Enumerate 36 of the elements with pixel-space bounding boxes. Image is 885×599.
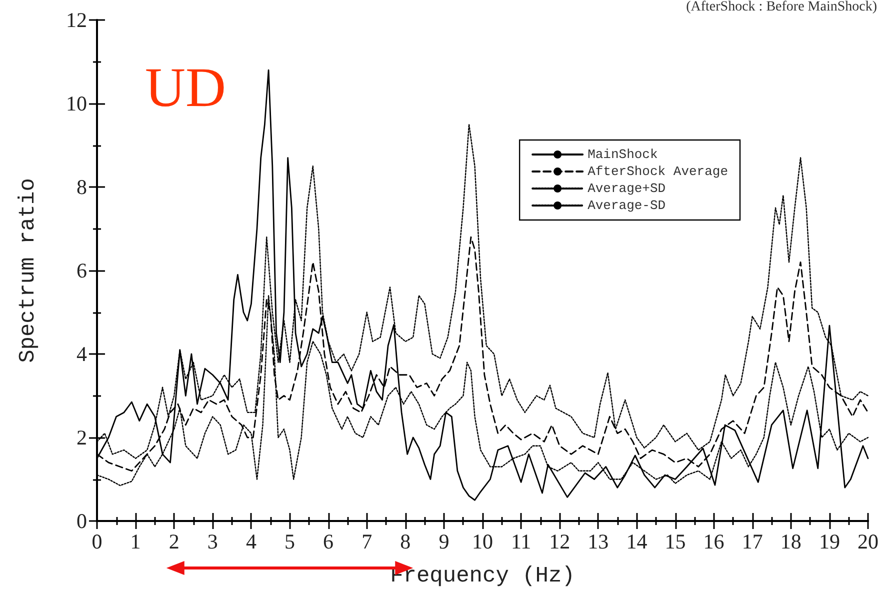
x-tick-label: 3 — [207, 530, 218, 554]
y-tick-label: 6 — [76, 258, 87, 282]
x-tick-label: 7 — [362, 530, 372, 554]
x-tick-label: 14 — [626, 530, 648, 554]
x-tick-label: 4 — [246, 530, 257, 554]
x-tick-label: 15 — [664, 530, 686, 554]
x-tick-label: 18 — [780, 530, 802, 554]
x-tick-label: 12 — [549, 530, 570, 554]
x-axis-title: Frequency (Hz) — [390, 564, 575, 588]
x-tick-label: 1 — [130, 530, 141, 554]
x-tick-label: 16 — [703, 530, 724, 554]
x-tick-label: 19 — [818, 530, 840, 554]
x-tick-label: 11 — [510, 530, 532, 554]
y-tick-label: 10 — [66, 92, 87, 116]
x-tick-label: 2 — [168, 530, 180, 554]
x-tick-label: 17 — [742, 530, 763, 554]
x-tick-label: 10 — [472, 530, 493, 554]
x-tick-label: 13 — [588, 530, 609, 554]
legend-label: MainShock — [588, 147, 658, 162]
annotation: UD — [145, 57, 226, 119]
legend-label: Average-SD — [588, 198, 666, 213]
y-axis-title: Spectrum ratio — [16, 178, 40, 363]
y-tick-label: 8 — [76, 175, 87, 199]
text: (AfterShock : Before MainShock) — [686, 0, 878, 14]
y-tick-label: 4 — [76, 342, 88, 366]
x-tick-label: 6 — [323, 530, 334, 554]
x-tick-label: 0 — [92, 530, 102, 554]
legend-label: Average+SD — [588, 181, 666, 196]
x-tick-label: 5 — [284, 530, 295, 554]
y-tick-label: 2 — [76, 426, 87, 450]
x-tick-label: 20 — [858, 530, 878, 554]
legend-label: AfterShock Average — [588, 164, 728, 179]
y-tick-label: 0 — [76, 509, 87, 533]
x-tick-label: 8 — [400, 530, 411, 554]
x-tick-label: 9 — [438, 530, 450, 554]
y-tick-label: 12 — [66, 8, 87, 32]
